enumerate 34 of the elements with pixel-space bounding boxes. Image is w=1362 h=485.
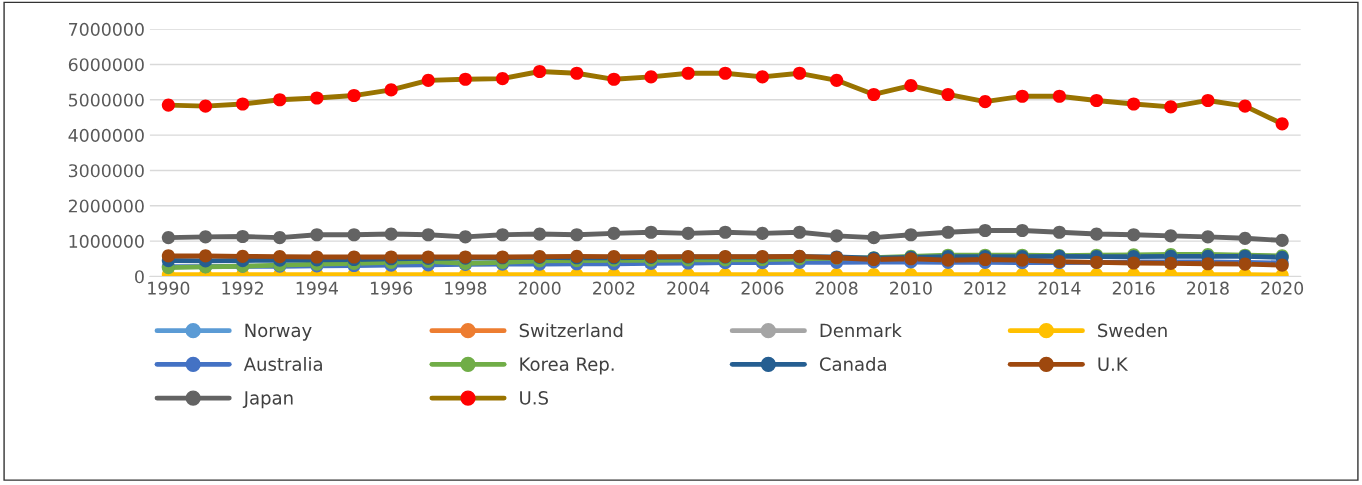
x-tick-label: 2006: [741, 281, 784, 295]
x-tick-label: 2016: [1112, 281, 1155, 295]
x-tick-label: 2018: [1187, 281, 1229, 295]
y-tick-label: 4000000: [68, 128, 144, 142]
x-tick-label: 2012: [964, 281, 1006, 295]
legend-label: Sweden: [1098, 323, 1167, 338]
x-tick-label: 2008: [815, 281, 858, 295]
legend-label: Switzerland: [519, 323, 623, 338]
legend-label: U.S: [520, 391, 548, 405]
legend-label: U.K: [1098, 357, 1129, 371]
legend-label: Japan: [242, 391, 293, 409]
x-tick-label: 1998: [445, 281, 487, 295]
legend-label: Australia: [243, 356, 322, 371]
x-tick-label: 1990: [148, 281, 190, 295]
y-tick-label: 2000000: [68, 199, 144, 213]
x-tick-label: 1992: [222, 281, 263, 295]
x-tick-label: 1994: [296, 281, 338, 295]
x-tick-label: 2002: [593, 281, 635, 295]
x-tick-label: 1996: [370, 281, 413, 295]
y-tick-label: 3000000: [68, 164, 144, 178]
x-tick-label: 2000: [518, 281, 561, 295]
y-tick-label: 1000000: [69, 234, 144, 248]
y-tick-label: 7000000: [69, 22, 144, 36]
x-tick-label: 2010: [890, 281, 932, 295]
x-tick-label: 2020: [1261, 281, 1304, 295]
y-tick-label: 5000000: [68, 93, 144, 107]
legend-label: Denmark: [820, 323, 902, 338]
x-tick-label: 2014: [1038, 281, 1081, 295]
legend-label: Korea Rep.: [520, 357, 614, 375]
x-tick-label: 2004: [667, 281, 710, 295]
y-tick-label: 0: [135, 270, 144, 284]
y-tick-label: 6000000: [68, 58, 144, 72]
legend-label: Canada: [819, 356, 886, 371]
legend-label: Norway: [245, 323, 312, 341]
